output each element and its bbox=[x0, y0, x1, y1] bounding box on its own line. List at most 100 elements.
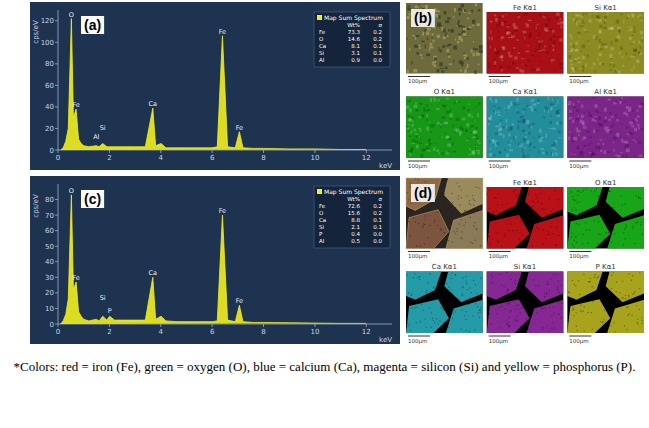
scale-bar bbox=[569, 336, 591, 337]
speckle bbox=[475, 48, 478, 50]
speckle bbox=[620, 134, 621, 137]
x-tick-label: 12 bbox=[362, 154, 371, 162]
speckle bbox=[508, 230, 509, 231]
speckle bbox=[632, 227, 633, 228]
speckle bbox=[494, 61, 496, 65]
panel-background bbox=[30, 176, 400, 344]
speckle bbox=[415, 221, 416, 222]
speckle bbox=[424, 29, 426, 31]
speckle bbox=[434, 219, 435, 220]
speckle bbox=[577, 146, 579, 150]
speckle bbox=[613, 322, 614, 323]
speckle bbox=[459, 300, 460, 301]
speckle bbox=[451, 222, 452, 223]
speckle bbox=[438, 25, 441, 26]
speckle bbox=[409, 183, 410, 184]
speckle bbox=[542, 16, 544, 19]
speckle bbox=[518, 142, 521, 145]
speckle bbox=[578, 21, 580, 23]
speckle bbox=[607, 188, 608, 189]
speckle bbox=[539, 129, 542, 133]
speckle bbox=[426, 31, 429, 35]
particle bbox=[487, 215, 530, 249]
speckle bbox=[601, 205, 602, 206]
speckle bbox=[545, 134, 547, 138]
scale-label: 100µm bbox=[408, 163, 427, 170]
speckle bbox=[433, 147, 435, 151]
speckle bbox=[447, 233, 448, 234]
speckle bbox=[600, 288, 601, 289]
legend-box bbox=[314, 12, 390, 67]
speckle bbox=[575, 41, 578, 45]
speckle bbox=[423, 225, 424, 226]
speckle bbox=[508, 325, 509, 326]
speckle bbox=[579, 224, 580, 225]
speckle bbox=[451, 272, 452, 273]
speckle bbox=[642, 323, 643, 324]
speckle bbox=[442, 136, 443, 138]
speckle bbox=[578, 154, 581, 157]
speckle bbox=[412, 139, 415, 142]
speckle bbox=[456, 100, 458, 102]
speckle bbox=[512, 32, 513, 36]
speckle bbox=[495, 132, 498, 134]
speckle bbox=[500, 119, 502, 121]
speckle bbox=[490, 244, 491, 245]
speckle bbox=[432, 318, 433, 319]
speckle bbox=[500, 27, 501, 28]
speckle bbox=[425, 292, 426, 293]
speckle bbox=[473, 225, 474, 226]
speckle bbox=[476, 23, 479, 25]
map-fill bbox=[406, 97, 483, 159]
x-tick bbox=[366, 150, 367, 153]
speckle bbox=[599, 29, 601, 30]
peak-label: Ca bbox=[149, 100, 158, 108]
speckle bbox=[416, 322, 417, 323]
y-axis-title: cps/eV bbox=[32, 20, 40, 44]
speckle bbox=[478, 64, 480, 66]
speckle bbox=[600, 321, 601, 322]
speckle bbox=[491, 274, 492, 275]
speckle bbox=[574, 154, 575, 155]
speckle bbox=[466, 123, 469, 127]
speckle bbox=[557, 290, 558, 291]
speckle bbox=[596, 129, 598, 131]
speckle bbox=[466, 195, 467, 196]
speckle bbox=[494, 48, 496, 51]
x-tick-label: 0 bbox=[56, 328, 60, 336]
speckle bbox=[504, 300, 505, 301]
speckle bbox=[443, 37, 446, 39]
speckle bbox=[444, 186, 445, 187]
particle bbox=[525, 187, 563, 218]
speckle bbox=[487, 136, 488, 137]
speckle bbox=[599, 62, 601, 65]
speckle bbox=[437, 324, 438, 325]
speckle bbox=[599, 31, 602, 33]
speckle bbox=[585, 13, 587, 15]
speckle bbox=[538, 285, 539, 286]
speckle bbox=[420, 54, 423, 56]
speckle bbox=[506, 32, 509, 35]
speckle bbox=[630, 132, 633, 135]
speckle bbox=[611, 125, 613, 128]
speckle bbox=[459, 132, 461, 136]
speckle bbox=[631, 43, 633, 44]
speckle bbox=[424, 219, 425, 220]
speckle bbox=[604, 16, 607, 19]
speckle bbox=[633, 66, 634, 69]
speckle bbox=[558, 131, 561, 133]
speckle bbox=[611, 47, 614, 50]
speckle bbox=[577, 32, 581, 34]
speckle bbox=[582, 20, 584, 22]
speckle bbox=[614, 233, 615, 234]
speckle bbox=[453, 151, 457, 153]
speckle bbox=[611, 317, 612, 318]
speckle bbox=[582, 56, 585, 60]
table-head: σ bbox=[379, 22, 383, 28]
scale-label: 100µm bbox=[569, 78, 588, 85]
speckle bbox=[442, 125, 443, 126]
speckle bbox=[432, 40, 434, 43]
speckle bbox=[551, 61, 552, 62]
speckle bbox=[591, 67, 593, 68]
speckle bbox=[539, 220, 540, 221]
